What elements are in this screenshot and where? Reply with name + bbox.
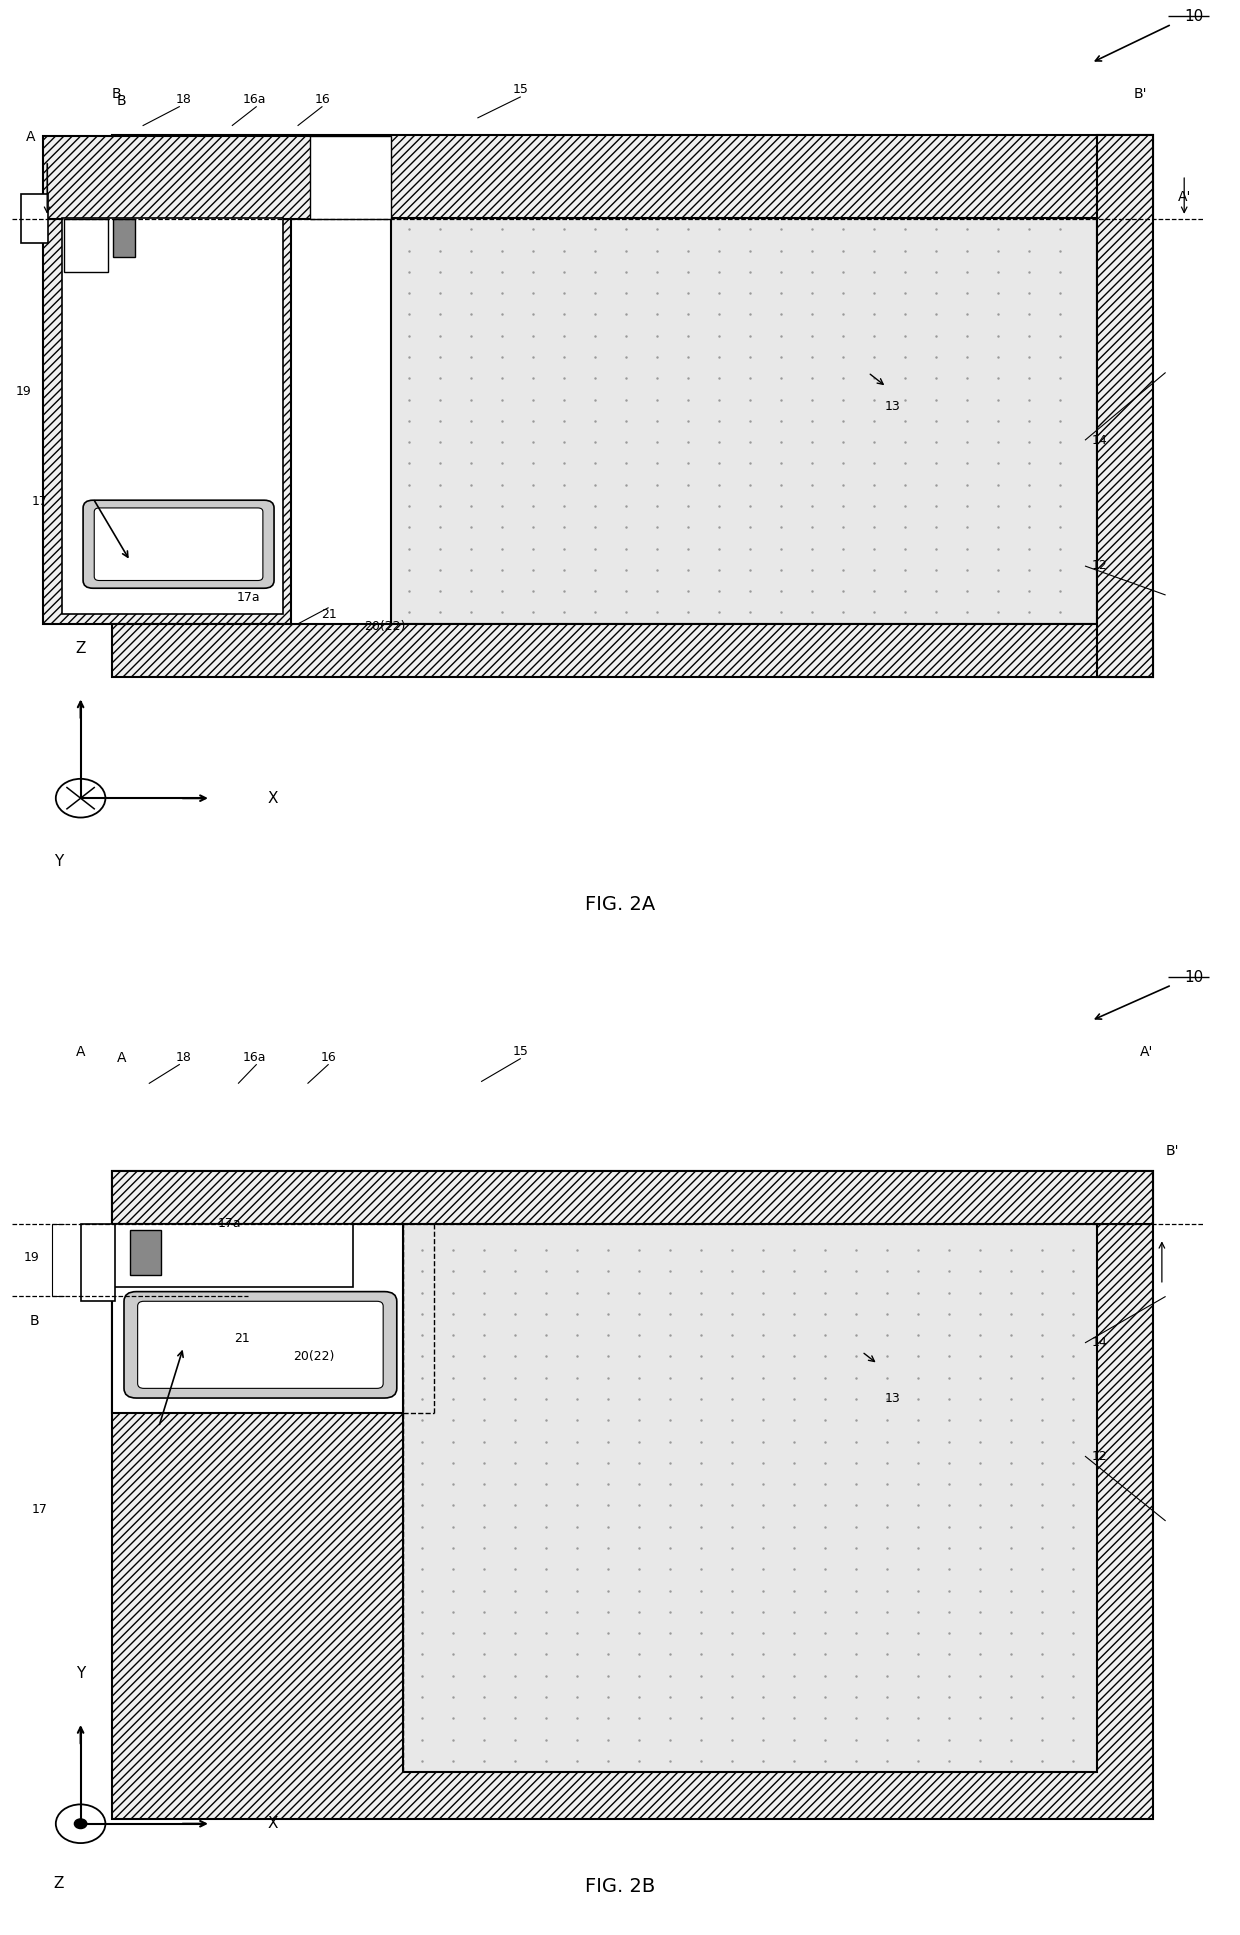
Bar [43, 135, 316, 219]
Text: 20(22): 20(22) [363, 621, 405, 633]
Text: 13: 13 [885, 1391, 900, 1405]
Text: 19: 19 [24, 1252, 40, 1264]
Text: 17a: 17a [236, 592, 260, 604]
Text: 17: 17 [31, 495, 47, 507]
Text: B': B' [1166, 1144, 1179, 1159]
FancyBboxPatch shape [94, 507, 263, 580]
FancyBboxPatch shape [83, 499, 274, 588]
Bar [112, 1171, 1153, 1225]
Text: Y: Y [76, 1666, 86, 1682]
Text: 14: 14 [1091, 1337, 1107, 1349]
Text: 10: 10 [1184, 969, 1204, 985]
FancyBboxPatch shape [138, 1300, 383, 1387]
Text: B: B [112, 87, 122, 101]
FancyBboxPatch shape [124, 1293, 397, 1397]
Text: A: A [117, 1051, 126, 1066]
Bar [310, 135, 391, 219]
Text: 12: 12 [1091, 1449, 1107, 1463]
Text: A': A' [1141, 1045, 1153, 1058]
Text: 16a: 16a [243, 1051, 265, 1064]
Text: 16: 16 [315, 93, 330, 106]
Text: 20(22): 20(22) [293, 1351, 335, 1362]
Text: Y: Y [53, 853, 63, 869]
Bar [113, 219, 135, 257]
Bar [64, 219, 108, 271]
Text: Z: Z [76, 640, 86, 656]
Bar [403, 1225, 1097, 1772]
Text: 18: 18 [176, 1051, 191, 1064]
Text: X: X [268, 1817, 278, 1831]
Text: 16: 16 [321, 1051, 336, 1064]
Text: A: A [26, 130, 36, 145]
Text: 13: 13 [885, 401, 900, 412]
Bar [112, 1223, 353, 1287]
Bar [112, 1171, 1153, 1819]
Text: 15: 15 [513, 1045, 528, 1058]
Text: 21: 21 [234, 1331, 249, 1345]
Text: 21: 21 [321, 608, 336, 621]
Text: B: B [117, 93, 126, 108]
Text: 12: 12 [1091, 559, 1107, 573]
Text: Z: Z [53, 1877, 63, 1890]
Text: 17a: 17a [217, 1217, 242, 1231]
Text: A: A [76, 1045, 86, 1058]
Bar [112, 1223, 403, 1413]
Circle shape [74, 1819, 87, 1829]
Text: B': B' [1133, 87, 1147, 101]
Bar [112, 135, 1153, 217]
Text: 19: 19 [15, 385, 31, 399]
Text: A': A' [1178, 190, 1190, 205]
Text: 15: 15 [513, 83, 528, 97]
Bar [21, 194, 48, 242]
Bar [130, 1229, 161, 1275]
Bar [1097, 135, 1153, 677]
Text: 17: 17 [31, 1503, 47, 1515]
Text: 10: 10 [1184, 10, 1204, 23]
Bar [81, 1225, 115, 1300]
Text: 14: 14 [1091, 433, 1107, 447]
Text: FIG. 2B: FIG. 2B [585, 1877, 655, 1896]
Bar [391, 217, 1097, 623]
Text: FIG. 2A: FIG. 2A [585, 896, 655, 913]
Text: 16a: 16a [243, 93, 265, 106]
Bar [112, 623, 1153, 677]
Text: B: B [30, 1314, 40, 1327]
Bar [43, 217, 291, 623]
Text: 18: 18 [176, 93, 191, 106]
Bar [62, 217, 283, 613]
Text: X: X [268, 791, 278, 805]
